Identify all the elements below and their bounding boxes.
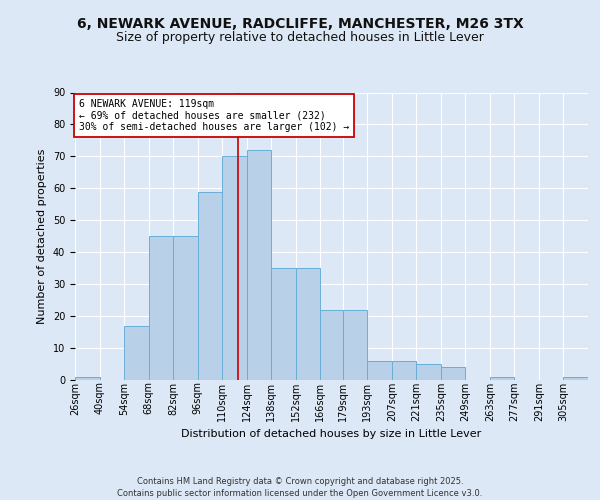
Bar	[296, 268, 320, 380]
Bar	[222, 156, 247, 380]
Bar	[124, 326, 149, 380]
Bar	[271, 268, 296, 380]
X-axis label: Distribution of detached houses by size in Little Lever: Distribution of detached houses by size …	[181, 429, 482, 439]
Bar	[367, 361, 392, 380]
Bar	[392, 361, 416, 380]
Bar	[247, 150, 271, 380]
Text: 6 NEWARK AVENUE: 119sqm
← 69% of detached houses are smaller (232)
30% of semi-d: 6 NEWARK AVENUE: 119sqm ← 69% of detache…	[79, 99, 349, 132]
Bar	[441, 367, 466, 380]
Text: 6, NEWARK AVENUE, RADCLIFFE, MANCHESTER, M26 3TX: 6, NEWARK AVENUE, RADCLIFFE, MANCHESTER,…	[77, 18, 523, 32]
Bar	[490, 377, 514, 380]
Bar	[197, 192, 222, 380]
Bar	[320, 310, 344, 380]
Bar	[149, 236, 173, 380]
Bar	[416, 364, 441, 380]
Bar	[173, 236, 197, 380]
Bar	[563, 377, 588, 380]
Bar	[343, 310, 367, 380]
Text: Contains HM Land Registry data © Crown copyright and database right 2025.
Contai: Contains HM Land Registry data © Crown c…	[118, 476, 482, 498]
Y-axis label: Number of detached properties: Number of detached properties	[37, 148, 47, 324]
Text: Size of property relative to detached houses in Little Lever: Size of property relative to detached ho…	[116, 31, 484, 44]
Bar	[75, 377, 100, 380]
